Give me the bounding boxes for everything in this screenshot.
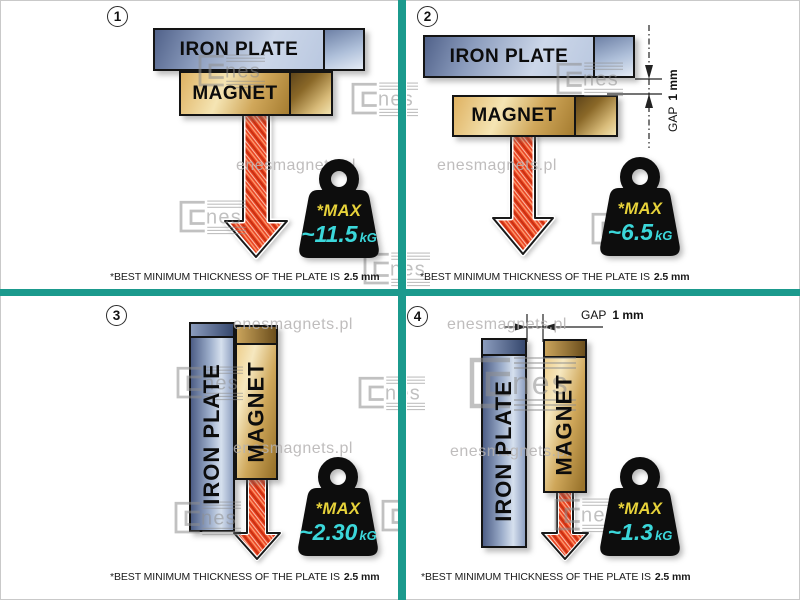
enes-logo-watermark: nes — [179, 199, 248, 235]
max-weight-value: ~2.30 kG — [299, 519, 377, 545]
iron-plate: IRON PLATE — [153, 28, 365, 71]
min-thickness-note: *BEST MINIMUM THICKNESS OF THE PLATE IS 2… — [110, 571, 380, 583]
max-weight-value: ~1.3 kG — [607, 519, 673, 545]
iron-plate-label: IRON PLATE — [179, 38, 299, 60]
enes-logo-watermark: nes — [407, 81, 420, 117]
iron-plate-label: IRON PLATE — [449, 45, 569, 67]
svg-text:nes: nes — [407, 259, 426, 281]
iron-plate-label: IRON PLATE — [199, 363, 224, 505]
iron-plate-side-face — [323, 30, 363, 69]
magnet-side-face — [289, 73, 331, 114]
gap-dimension — [607, 25, 662, 148]
min-thickness-note: *BEST MINIMUM THICKNESS OF THE PLATE IS 2… — [420, 271, 690, 283]
weight-unit: kG — [359, 528, 377, 543]
panel-number-badge: 1 — [107, 6, 128, 27]
magnet-side-face — [574, 97, 616, 135]
min-thickness-note: *BEST MINIMUM THICKNESS OF THE PLATE IS 2… — [421, 571, 691, 583]
iron-plate: IRON PLATE — [189, 322, 235, 532]
iron-plate-label: IRON PLATE — [491, 380, 516, 522]
panel-4: 4 IRON PLATE MAGNET GAP 1 mm — [407, 296, 800, 600]
pull-direction-arrow-icon — [490, 133, 556, 257]
gap-dimension — [504, 314, 603, 342]
magnet-label: MAGNET — [471, 105, 557, 126]
max-label: *MAX — [617, 200, 663, 218]
magnet-label: MAGNET — [192, 82, 278, 104]
svg-text:nes: nes — [378, 89, 398, 111]
min-thickness-note: *BEST MINIMUM THICKNESS OF THE PLATE IS 2… — [110, 271, 380, 283]
svg-text:nes: nes — [583, 69, 619, 91]
site-watermark: enesmagnets.pl — [233, 316, 353, 333]
svg-text:nes: nes — [385, 383, 398, 405]
svg-text:nes: nes — [407, 89, 414, 111]
svg-text:nes: nes — [407, 383, 421, 405]
weight-unit: kG — [655, 228, 673, 243]
magnet-top-face — [545, 341, 585, 358]
enes-logo-watermark: nes — [176, 365, 245, 401]
pull-direction-arrow-icon — [222, 112, 290, 260]
enes-logo-watermark: nes — [174, 500, 243, 536]
weight-icon: *MAX ~2.30 kG — [293, 456, 383, 562]
panel-3: 3 IRON PLATE MAGNET nes nes nes nes enes… — [0, 296, 398, 600]
max-weight-value: ~6.5 kG — [607, 219, 673, 245]
magnet: MAGNET — [543, 339, 587, 493]
pull-direction-arrow-icon — [540, 489, 590, 561]
panel-number: 2 — [423, 9, 432, 24]
panel-number-badge: 3 — [106, 305, 127, 326]
panel-number: 3 — [112, 308, 121, 323]
weight-icon: *MAX ~11.5 kG — [294, 158, 384, 264]
svg-text:nes: nes — [390, 259, 398, 281]
magnet: MAGNET — [235, 325, 278, 480]
max-label: *MAX — [315, 500, 361, 518]
weight-unit: kG — [655, 528, 673, 543]
enes-logo-watermark: nes — [407, 375, 427, 411]
site-watermark: enesmagnets.pl — [447, 316, 567, 333]
max-label: *MAX — [316, 202, 362, 220]
svg-text:nes: nes — [512, 365, 570, 401]
enes-logo-watermark: nes — [198, 53, 267, 89]
panel-2: 2 IRON PLATE MAGNET GAP1 mm — [407, 0, 800, 289]
panel-number: 1 — [113, 9, 122, 24]
magnet-label: MAGNET — [552, 373, 578, 476]
gap-label: GAP1 mm — [666, 69, 680, 132]
max-weight-value: ~11.5 kG — [301, 221, 377, 247]
enes-logo-watermark: nes — [351, 81, 398, 117]
svg-text:nes: nes — [201, 508, 237, 530]
panel-1: 1 IRON PLATE MAGNET nes nes nes nes enes… — [0, 0, 398, 289]
pull-direction-arrow-icon — [232, 476, 282, 561]
magnet-label: MAGNET — [243, 360, 269, 463]
magnet-top-face — [237, 327, 276, 345]
svg-text:nes: nes — [225, 61, 261, 83]
site-watermark: enesmagnets.pl — [437, 157, 557, 174]
weight-icon: *MAX ~6.5 kG — [595, 156, 685, 262]
iron-plate-top-face — [483, 340, 525, 356]
panel-number: 4 — [413, 309, 422, 324]
enes-logo-watermark: nes — [407, 251, 432, 287]
iron-plate-top-face — [191, 324, 233, 338]
horizontal-divider — [0, 289, 800, 296]
panel-number-badge: 4 — [407, 306, 428, 327]
enes-logo-watermark: nes — [460, 350, 580, 414]
svg-text:nes: nes — [206, 207, 242, 229]
magnet: MAGNET — [452, 95, 618, 137]
enes-logo-watermark: nes — [363, 251, 398, 287]
iron-plate: IRON PLATE — [481, 338, 527, 548]
panel-number-badge: 2 — [417, 6, 438, 27]
vertical-divider — [398, 0, 406, 600]
weight-unit: kG — [359, 230, 377, 245]
svg-text:nes: nes — [203, 373, 239, 395]
enes-logo-watermark: nes — [556, 61, 625, 97]
weight-icon: *MAX ~1.3 kG — [595, 456, 685, 562]
enes-logo-watermark: nes — [358, 375, 398, 411]
site-watermark: enesmagnets.pl — [233, 440, 353, 457]
max-label: *MAX — [617, 500, 663, 518]
site-watermark: enesmagnets.pl — [450, 443, 570, 460]
